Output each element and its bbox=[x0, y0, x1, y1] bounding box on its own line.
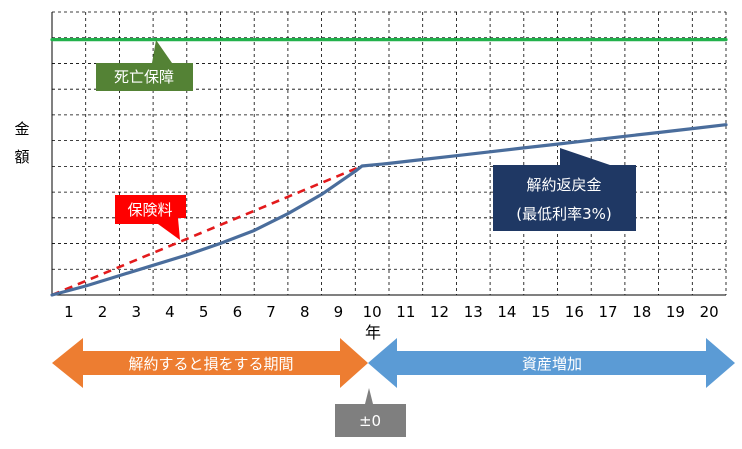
x-tick-label: 9 bbox=[334, 303, 344, 321]
x-tick-label: 14 bbox=[497, 303, 516, 321]
breakeven-callout-box bbox=[335, 388, 406, 437]
premium-callout: 保険料 bbox=[115, 195, 186, 240]
asset-growth-arrow: 資産増加 bbox=[368, 338, 735, 388]
x-tick-labels: 1 2 3 4 5 6 7 8 9 10 11 12 13 14 15 16 17 18 19 20 bbox=[64, 303, 719, 321]
x-tick-label: 12 bbox=[430, 303, 449, 321]
x-tick-label: 20 bbox=[700, 303, 719, 321]
x-tick-label: 1 bbox=[64, 303, 74, 321]
y-axis-label-char-1: 金 bbox=[14, 120, 29, 138]
x-tick-label: 4 bbox=[165, 303, 175, 321]
surrender-callout: 解約返戻金 (最低利率3%) bbox=[493, 148, 636, 231]
x-tick-label: 10 bbox=[363, 303, 382, 321]
series-group bbox=[50, 38, 728, 297]
loss-period-arrow: 解約すると損をする期間 bbox=[52, 338, 368, 388]
x-tick-label: 2 bbox=[98, 303, 108, 321]
death-benefit-callout: 死亡保障 bbox=[96, 40, 193, 91]
death-benefit-callout-box bbox=[96, 40, 193, 91]
loss-period-arrow-shape bbox=[52, 338, 368, 388]
grid bbox=[52, 11, 727, 295]
y-axis-label-char-2: 額 bbox=[14, 148, 29, 166]
x-tick-label: 7 bbox=[266, 303, 276, 321]
surrender-callout-box bbox=[493, 148, 636, 231]
breakeven-label: ±0 bbox=[359, 412, 381, 430]
loss-period-label: 解約すると損をする期間 bbox=[128, 355, 293, 373]
breakeven-callout: ±0 bbox=[335, 388, 406, 437]
x-tick-label: 3 bbox=[131, 303, 141, 321]
x-tick-label: 17 bbox=[599, 303, 618, 321]
x-tick-label: 5 bbox=[199, 303, 209, 321]
surrender-label-line1: 解約返戻金 bbox=[526, 176, 601, 194]
x-tick-label: 18 bbox=[632, 303, 651, 321]
premium-label: 保険料 bbox=[127, 201, 172, 219]
x-tick-label: 11 bbox=[396, 303, 415, 321]
death-benefit-label: 死亡保障 bbox=[114, 68, 174, 86]
x-tick-label: 16 bbox=[565, 303, 584, 321]
x-tick-label: 6 bbox=[233, 303, 243, 321]
series-line-2 bbox=[50, 123, 728, 297]
x-tick-label: 13 bbox=[464, 303, 483, 321]
series-line-1 bbox=[51, 164, 363, 297]
surrender-label-line2: (最低利率3%) bbox=[516, 205, 612, 223]
x-tick-label: 8 bbox=[300, 303, 310, 321]
x-tick-label: 19 bbox=[666, 303, 685, 321]
x-tick-label: 15 bbox=[531, 303, 550, 321]
premium-callout-box bbox=[115, 195, 186, 240]
asset-growth-label: 資産増加 bbox=[522, 355, 582, 373]
x-axis-label: 年 bbox=[365, 323, 381, 342]
asset-growth-arrow-shape bbox=[368, 338, 735, 388]
